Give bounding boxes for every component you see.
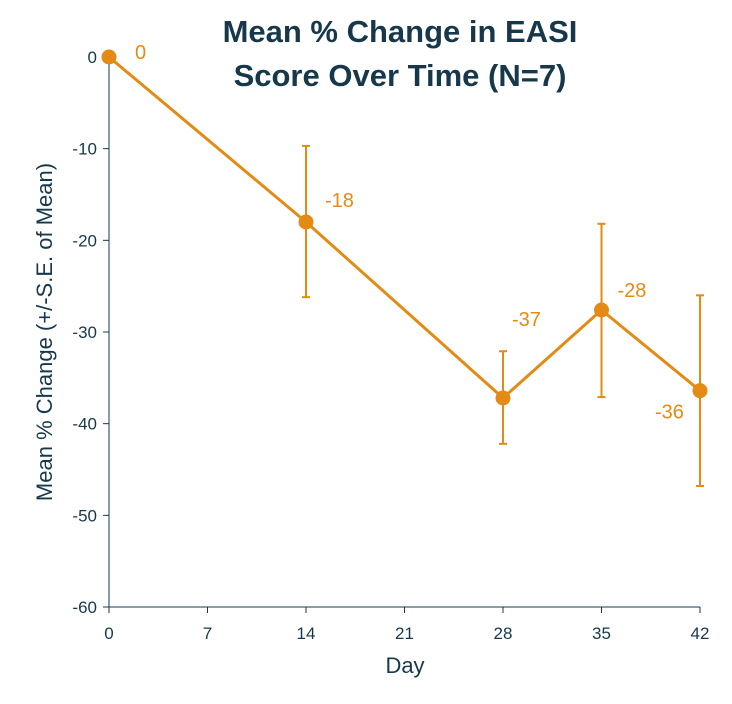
- x-tick-label: 28: [494, 624, 513, 643]
- data-label: -36: [655, 402, 684, 424]
- data-point: [692, 383, 708, 399]
- y-tick-label: -20: [72, 231, 97, 250]
- series-line-group: [108, 55, 701, 400]
- y-tick-label: 0: [88, 48, 97, 67]
- x-tick-label: 14: [297, 624, 316, 643]
- x-tick-label: 35: [592, 624, 611, 643]
- y-tick-label: -60: [72, 598, 97, 617]
- y-tick-label: -50: [72, 506, 97, 525]
- data-label: -28: [618, 280, 647, 302]
- chart-title-line-1: Mean % Change in EASI: [223, 14, 578, 49]
- data-points: [101, 49, 708, 406]
- y-tick-label: -40: [72, 415, 97, 434]
- x-tick-label: 21: [395, 624, 414, 643]
- y-axis-label: Mean % Change (+/-S.E. of Mean): [32, 163, 57, 501]
- series-line: [108, 55, 701, 400]
- data-label: -37: [512, 309, 541, 331]
- x-tick-label: 0: [104, 624, 113, 643]
- data-point: [298, 214, 314, 230]
- chart-title-line-2: Score Over Time (N=7): [234, 58, 567, 93]
- x-tick-label: 7: [203, 624, 212, 643]
- x-tick-label: 42: [691, 624, 710, 643]
- data-point: [101, 49, 117, 65]
- y-axis-ticks: 0 -10 -20 -30 -40 -50 -60: [72, 48, 109, 617]
- x-axis-ticks: 0 7 14 21 28 35 42: [104, 607, 709, 643]
- data-label: -18: [325, 190, 354, 212]
- data-point: [594, 302, 609, 318]
- data-label: 0: [135, 42, 146, 64]
- data-labels: 0 -18 -37 -28 -36: [135, 42, 684, 424]
- data-point: [495, 390, 511, 406]
- y-tick-label: -10: [72, 140, 97, 159]
- error-bars: [302, 144, 704, 487]
- x-axis-label: Day: [385, 653, 424, 678]
- y-tick-label: -30: [72, 323, 97, 342]
